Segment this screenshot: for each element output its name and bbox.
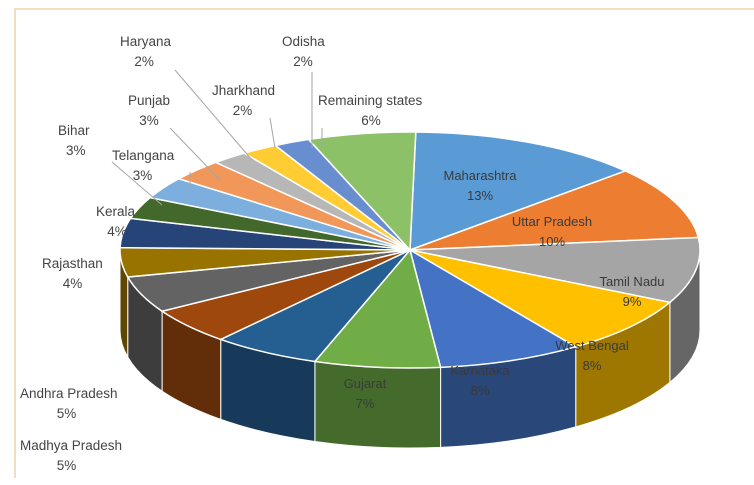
slice-label-12: Telangana (112, 148, 175, 163)
pie-top (119, 131, 701, 369)
slice-value-7: 5% (57, 458, 77, 473)
slice-label-2: Tamil Nadu (599, 274, 664, 289)
pie-labels: Maharashtra 13% Uttar Pradesh 10% Tamil Nadu… (20, 34, 665, 473)
leader-line-15 (269, 117, 276, 149)
slice-label-5: Gujarat (344, 376, 387, 391)
slice-label-0: Maharashtra (444, 168, 518, 183)
slice-label-15: Jharkhand (212, 83, 275, 98)
slice-value-0: 13% (467, 188, 493, 203)
slice-value-5: 7% (356, 396, 375, 411)
leader-line-13 (169, 127, 221, 181)
slice-value-9: 4% (63, 276, 83, 291)
slice-value-3: 8% (583, 358, 602, 373)
slice-label-13: Punjab (128, 93, 170, 108)
slice-value-15: 2% (233, 103, 253, 118)
slice-value-17: 6% (361, 113, 381, 128)
pie-slice-2 (409, 236, 701, 304)
slice-label-11: Bihar (58, 123, 90, 138)
slice-label-3: West Bengal (555, 338, 629, 353)
pie-slice-1 (409, 170, 700, 251)
slice-value-2: 9% (623, 294, 642, 309)
slice-value-13: 3% (139, 113, 159, 128)
slice-label-1: Uttar Pradesh (512, 214, 592, 229)
slice-value-11: 3% (66, 143, 86, 158)
slice-label-10: Kerala (96, 204, 136, 219)
leader-line-14 (174, 69, 253, 161)
leader-line-11 (111, 161, 163, 206)
slice-value-4: 8% (471, 383, 490, 398)
slice-value-10: 4% (107, 224, 127, 239)
slice-value-1: 10% (539, 234, 565, 249)
slice-label-14: Haryana (120, 34, 172, 49)
slice-label-4: Karnataka (450, 363, 510, 378)
slice-value-16: 2% (293, 54, 313, 69)
slice-value-8: 5% (57, 406, 77, 421)
pie-slice-5 (313, 248, 442, 369)
slice-label-16: Odisha (282, 34, 325, 49)
frame-border-left (14, 8, 16, 478)
pie-side-5 (314, 360, 442, 449)
slice-label-7: Madhya Pradesh (20, 438, 122, 453)
pie-slice-0 (409, 131, 628, 252)
frame-border-top (14, 8, 754, 10)
slice-label-17: Remaining states (318, 93, 423, 108)
slice-value-14: 2% (134, 54, 154, 69)
pie-slice-17 (307, 131, 417, 252)
pie-slice-3 (409, 249, 672, 348)
slice-value-12: 3% (133, 168, 153, 183)
slice-label-8: Andhra Pradesh (20, 386, 118, 401)
slice-label-9: Rajasthan (42, 256, 103, 271)
pie-slice-4 (408, 248, 578, 369)
